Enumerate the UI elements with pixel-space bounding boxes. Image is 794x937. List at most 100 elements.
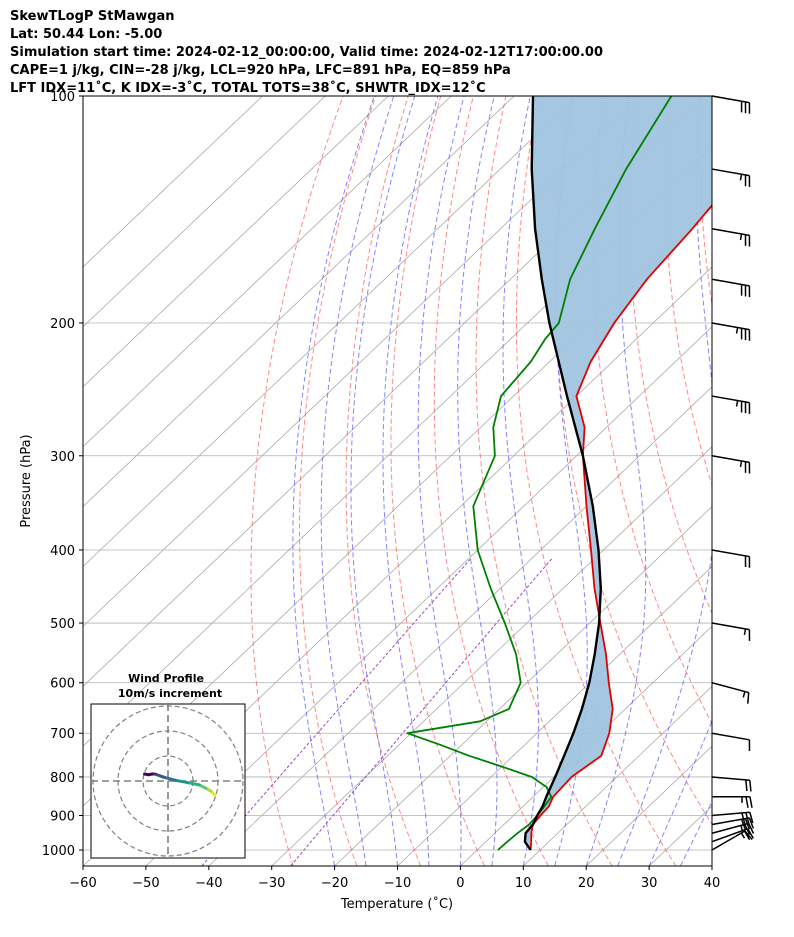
x-tick-label: −20 xyxy=(321,876,348,891)
isotherm-line xyxy=(83,96,326,328)
wind-barb-staff xyxy=(711,732,750,741)
dry-adiabat-line xyxy=(592,96,712,725)
isotherm-line xyxy=(83,96,515,508)
mixing-ratio-line xyxy=(290,557,553,866)
isotherm-line xyxy=(83,96,578,568)
y-tick-label: 600 xyxy=(50,677,75,692)
wind-barb-flag xyxy=(747,828,754,839)
wind-barb-flag xyxy=(747,692,750,704)
wind-barb-half-flag xyxy=(740,832,746,839)
wind-barb-flag xyxy=(745,779,748,792)
wind-barb-staff xyxy=(711,622,750,631)
axes: −60 −50 −40 −30 −20 −10 0 10 20 30 40 100 200 300 400 5… xyxy=(42,90,720,891)
x-tick-label: −40 xyxy=(195,876,222,891)
y-tick-label: 700 xyxy=(50,727,75,742)
wind-barb-half-flag xyxy=(735,327,739,334)
hodograph-segment xyxy=(186,781,201,787)
plot-area xyxy=(83,96,794,866)
isotherm-line xyxy=(83,96,263,268)
isotherm-line xyxy=(397,565,712,866)
moist-adiabat-line xyxy=(320,96,395,866)
wind-barb-flag xyxy=(749,780,752,792)
wind-barb-flag xyxy=(745,812,750,824)
wind-barb-flag xyxy=(744,824,751,835)
wind-barb-staff xyxy=(711,168,750,177)
x-tick-label: 10 xyxy=(515,876,532,891)
stability-indices-1: CAPE=1 j/kg, CIN=-28 j/kg, LCL=920 hPa, … xyxy=(10,63,511,78)
wind-barb-half-flag xyxy=(740,825,744,832)
dry-adiabat-line xyxy=(299,96,376,866)
x-tick-label: −30 xyxy=(258,876,285,891)
cape-shading xyxy=(524,96,712,850)
isotherm-line xyxy=(83,96,452,448)
wind-barb-half-flag xyxy=(743,628,747,636)
moist-adiabat-line xyxy=(554,96,588,866)
wind-barb-flag xyxy=(745,796,749,808)
hodograph-segment xyxy=(153,772,165,779)
moist-adiabat-line xyxy=(680,800,712,866)
y-axis-label: Pressure (hPa) xyxy=(19,434,34,527)
x-tick-label: −50 xyxy=(132,876,159,891)
y-tick-label: 800 xyxy=(50,771,75,786)
x-tick-label: 40 xyxy=(704,876,721,891)
wind-barb-flag xyxy=(749,812,754,824)
simulation-times: Simulation start time: 2024-02-12_00:00:… xyxy=(10,45,603,60)
y-tick-label: 500 xyxy=(50,617,75,632)
x-tick-label: −10 xyxy=(384,876,411,891)
x-tick-label: 0 xyxy=(456,876,464,891)
wind-barb-staff xyxy=(711,395,750,404)
hodograph-inset: Wind Profile 10m/s increment xyxy=(90,672,246,859)
isotherm-line xyxy=(83,96,389,388)
dry-adiabat-line xyxy=(433,96,549,866)
isotherm-line xyxy=(145,326,712,866)
wind-barb-staff xyxy=(711,455,750,464)
isotherm-line xyxy=(775,96,794,866)
wind-barb-flag xyxy=(743,829,751,841)
moist-adiabat-line xyxy=(711,864,712,866)
chart-header: SkewTLogP StMawgan Lat: 50.44 Lon: -5.00… xyxy=(10,8,603,98)
y-tick-label: 200 xyxy=(50,317,75,332)
wind-barb-half-flag xyxy=(739,174,743,181)
dry-adiabat-line xyxy=(629,96,712,615)
wind-barb-flag xyxy=(744,818,751,830)
y-tick-label: 300 xyxy=(50,450,75,465)
y-tick-label: 400 xyxy=(50,544,75,559)
wind-barb-staff xyxy=(711,95,750,104)
dry-adiabat-line xyxy=(390,96,485,866)
x-tick-label: 30 xyxy=(641,876,658,891)
dry-adiabat-line xyxy=(665,96,712,487)
temperature-profile xyxy=(529,203,712,851)
wind-barb-half-flag xyxy=(739,460,743,468)
hodograph-segment xyxy=(161,775,177,782)
stability-indices-2: LFT IDX=11˚C, K IDX=-3˚C, TOTAL TOTS=38˚… xyxy=(10,81,486,96)
moist-adiabat-line xyxy=(457,96,498,866)
isotherm-line xyxy=(271,446,712,866)
isotherm-line xyxy=(334,506,712,866)
moist-adiabat-line xyxy=(648,719,712,866)
wind-barb-staff xyxy=(711,822,749,834)
moist-adiabat-line xyxy=(292,96,375,866)
wind-barb-half-flag xyxy=(739,233,743,241)
dry-adiabat-line xyxy=(515,96,677,866)
wind-barb-half-flag xyxy=(742,691,746,698)
isotherm-line xyxy=(711,865,712,866)
hodograph-subtitle: 10m/s increment xyxy=(118,687,222,700)
dry-adiabat-line xyxy=(250,96,344,866)
x-axis-label: Temperature (˚C) xyxy=(340,896,453,912)
wind-barb-flag xyxy=(741,812,746,824)
hodograph-segment xyxy=(173,778,190,785)
wind-barbs xyxy=(711,95,755,851)
wind-barb-staff xyxy=(711,830,746,851)
dry-adiabat-line xyxy=(767,96,794,866)
wind-barb-staff xyxy=(711,776,750,782)
dry-adiabat-line xyxy=(475,96,613,866)
y-tick-label: 1000 xyxy=(42,844,75,859)
parcel-profile xyxy=(523,96,602,851)
wind-barb-flag xyxy=(748,823,755,834)
wind-barb-staff xyxy=(711,228,750,237)
hodograph-plot xyxy=(91,704,245,858)
y-tick-label: 100 xyxy=(50,90,75,105)
dry-adiabat-line xyxy=(699,96,712,309)
wind-barb-flag xyxy=(749,796,753,808)
wind-barb-flag xyxy=(748,817,755,829)
